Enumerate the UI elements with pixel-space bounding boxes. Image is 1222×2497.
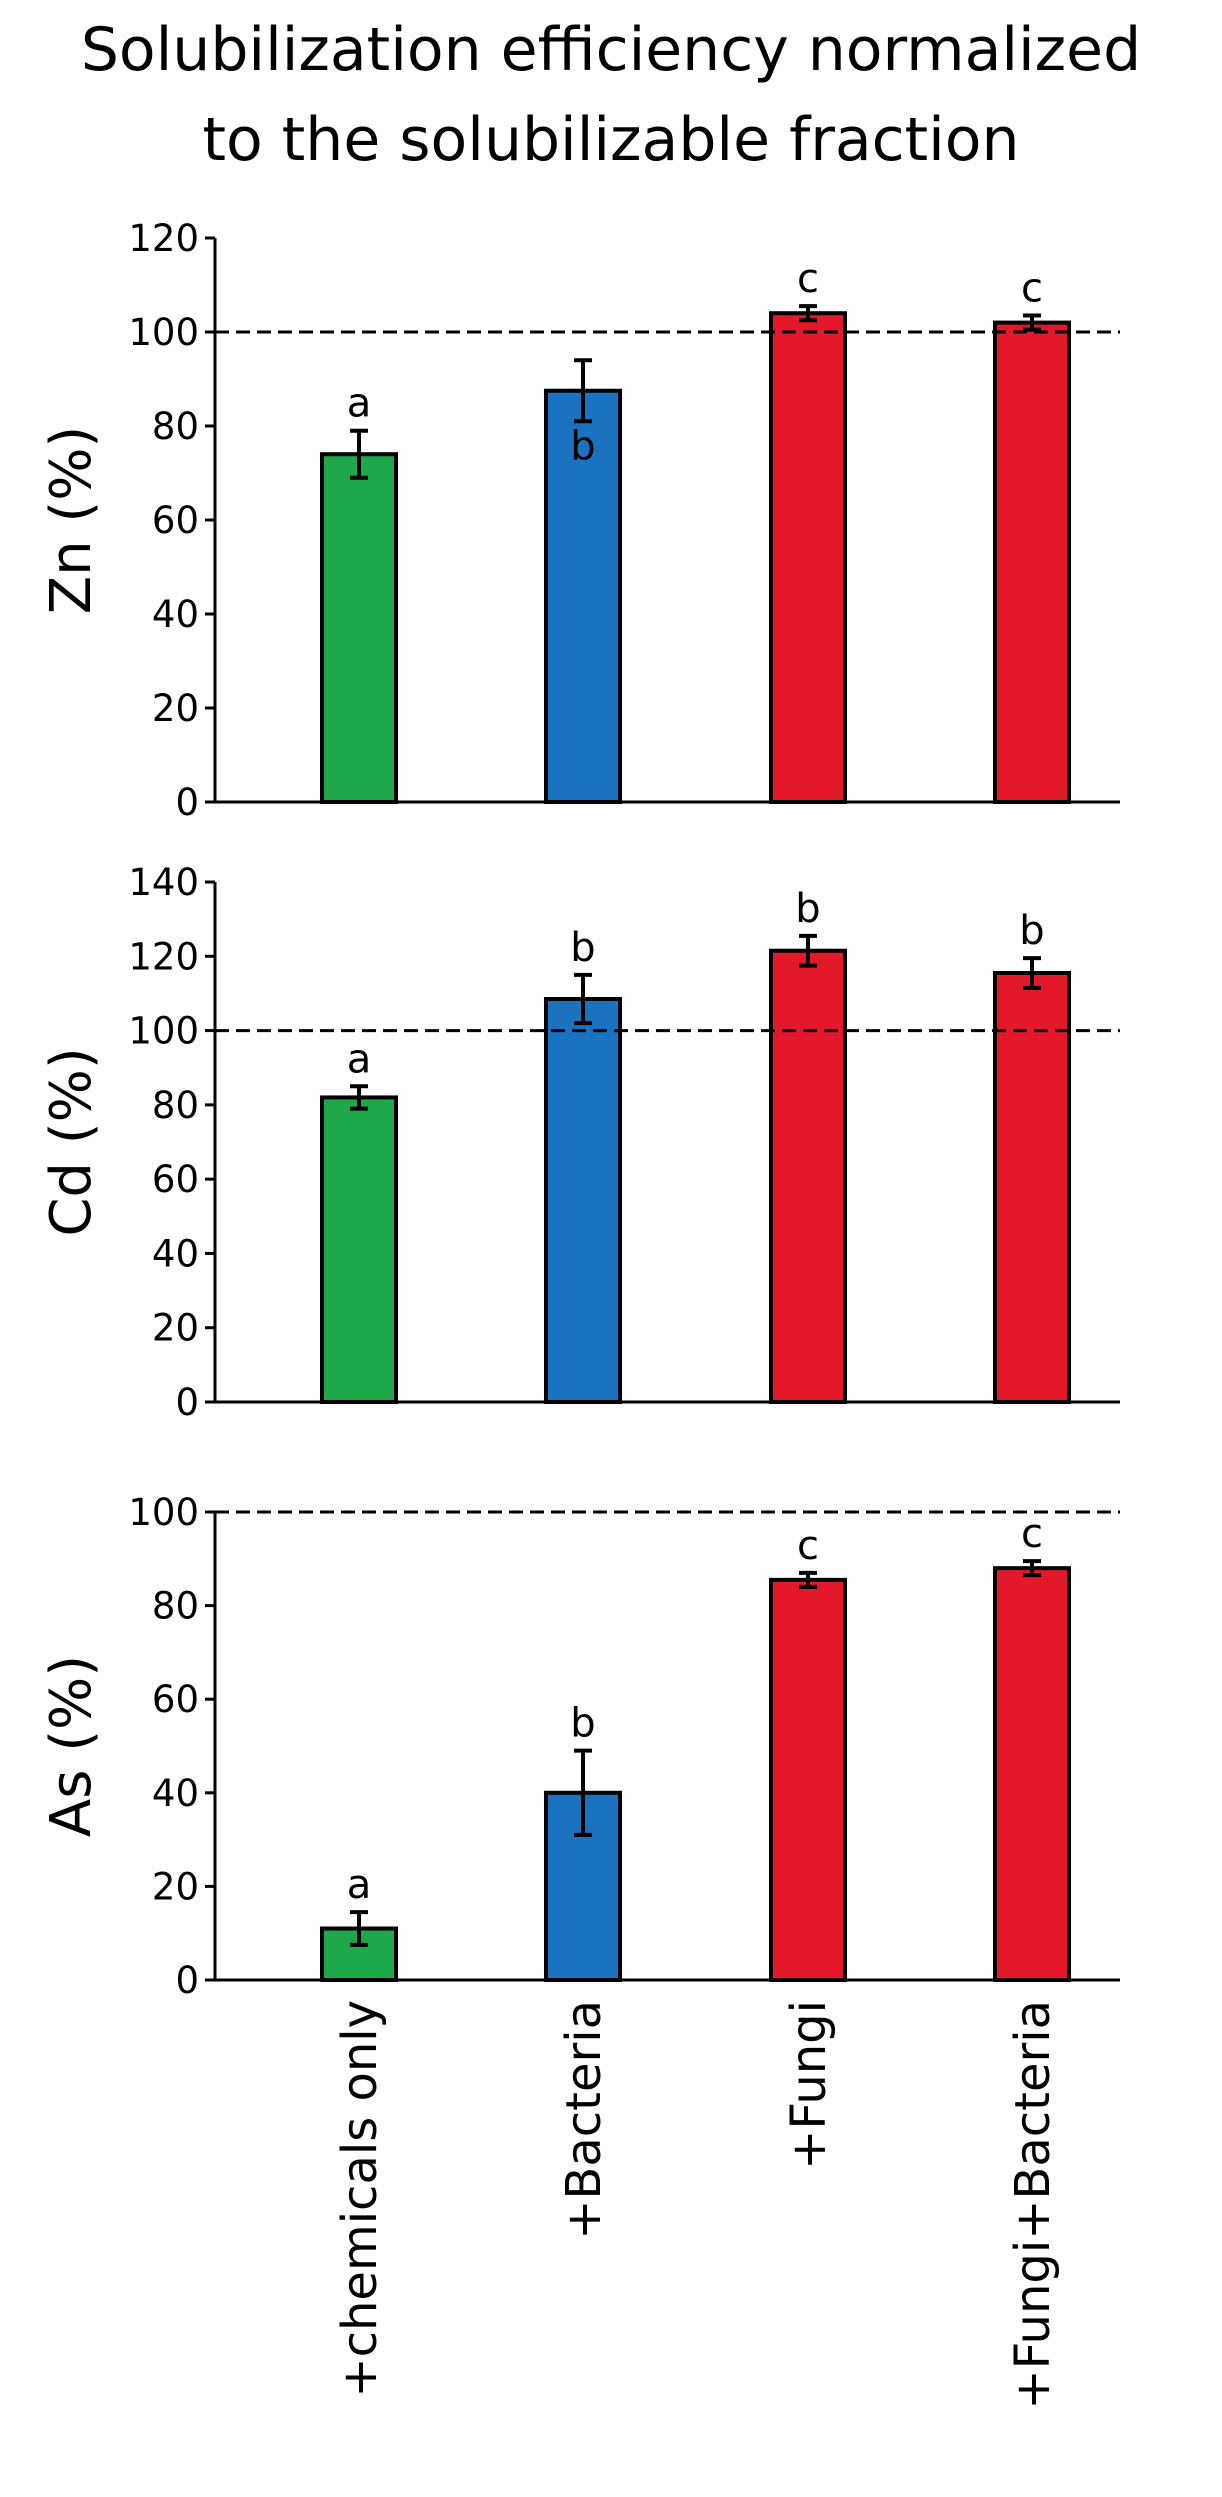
- bar-1: [320, 1095, 398, 1405]
- y-tick-label: 120: [128, 935, 199, 978]
- y-tick-label: 0: [175, 1381, 199, 1424]
- y-axis-title: Zn (%): [39, 426, 104, 615]
- y-tick-label: 100: [128, 1010, 199, 1053]
- significance-label: c: [797, 256, 819, 302]
- x-tick-label-1: +chemicals only: [332, 2000, 388, 2398]
- significance-label: b: [570, 925, 595, 971]
- y-tick-label: 40: [152, 1772, 199, 1815]
- bar-4: [993, 320, 1071, 804]
- bar-3: [769, 1577, 847, 1982]
- bar-2: [544, 997, 622, 1404]
- significance-label: a: [347, 1036, 372, 1082]
- bar-3: [769, 311, 847, 804]
- y-tick-label: 100: [128, 311, 199, 354]
- significance-label: c: [797, 1523, 819, 1569]
- significance-label: a: [347, 381, 372, 427]
- bar-1: [320, 452, 398, 804]
- significance-label: b: [1019, 908, 1044, 954]
- y-tick-label: 100: [128, 1491, 199, 1534]
- zn-panel: 0 20 40 60 80 100 120 Zn (%) a b c c: [39, 217, 1120, 824]
- y-axis-title: Cd (%): [39, 1047, 104, 1236]
- x-tick-label-3: +Fungi: [781, 2000, 837, 2170]
- y-tick-label: 80: [152, 1084, 199, 1127]
- bar-4: [993, 1566, 1071, 1983]
- y-tick-label: 20: [152, 1307, 199, 1350]
- y-tick-label: 60: [152, 1158, 199, 1201]
- significance-label: b: [795, 886, 820, 932]
- y-tick-label: 20: [152, 687, 199, 730]
- y-tick-label: 140: [128, 861, 199, 904]
- y-tick-label: 80: [152, 405, 199, 448]
- cd-panel: 0 20 40 60 80 100 120 140 Cd (%) a b b b: [39, 861, 1120, 1424]
- y-tick-label: 40: [152, 593, 199, 636]
- significance-label: b: [570, 423, 595, 469]
- y-tick-label: 60: [152, 499, 199, 542]
- y-tick-label: 40: [152, 1232, 199, 1275]
- y-tick-label: 120: [128, 217, 199, 260]
- significance-label: c: [1021, 266, 1043, 312]
- y-axis-title: As (%): [39, 1655, 104, 1837]
- y-tick-label: 0: [175, 781, 199, 824]
- y-tick-label: 0: [175, 1959, 199, 2002]
- significance-label: c: [1021, 1511, 1043, 1557]
- x-tick-label-2: +Bacteria: [556, 2000, 612, 2240]
- significance-label: a: [347, 1862, 372, 1908]
- chart-title-line-1: Solubilization efficiency normalized: [80, 15, 1142, 85]
- bar-3: [769, 948, 847, 1404]
- significance-label: b: [570, 1701, 595, 1747]
- as-panel: 0 20 40 60 80 100 As (%) a b c c: [39, 1491, 1120, 2002]
- chart-title-line-2: to the solubilizable fraction: [202, 105, 1020, 175]
- y-tick-label: 80: [152, 1585, 199, 1628]
- y-tick-label: 60: [152, 1678, 199, 1721]
- bar-4: [993, 971, 1071, 1404]
- y-tick-label: 20: [152, 1865, 199, 1908]
- x-tick-label-4: +Fungi+Bacteria: [1005, 2000, 1061, 2410]
